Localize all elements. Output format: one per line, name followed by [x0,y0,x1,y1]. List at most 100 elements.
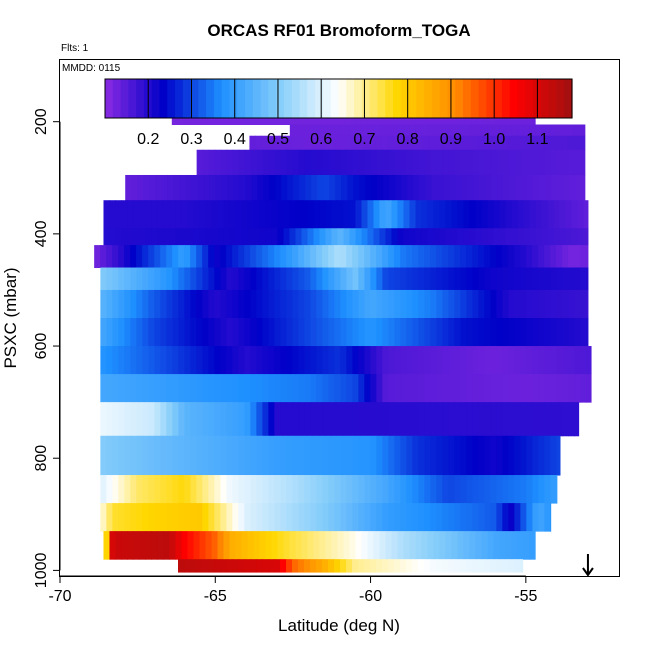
heatmap-cell [253,228,260,246]
heatmap-cell [376,346,383,375]
heatmap-cell [268,318,275,347]
heatmap-cell [568,245,575,269]
heatmap-cell [388,475,395,504]
heatmap-cell [472,318,479,347]
heatmap-cell [370,289,377,319]
heatmap-cell [334,149,342,176]
heatmap-cell [328,289,335,319]
heatmap-cell [406,559,413,573]
heatmap-cell [532,289,539,319]
heatmap-cell [142,435,149,476]
heatmap-cell [328,245,335,269]
heatmap-cell [261,116,269,125]
heatmap-cell [367,200,374,229]
heatmap-cell [340,289,347,319]
heatmap-cell [352,318,359,347]
heatmap-cell [358,267,365,291]
heatmap-cell [315,116,323,125]
heatmap-cell [247,228,254,246]
heatmap-cell [280,318,287,347]
heatmap-cell [292,318,299,347]
heatmap-cell [388,245,395,269]
heatmap-cell [481,124,489,137]
heatmap-cell [484,374,491,403]
heatmap-cell [385,531,392,560]
heatmap-cell [471,135,478,151]
heatmap-cell [292,559,299,573]
heatmap-cell [484,289,491,319]
heatmap-cell [161,174,168,201]
heatmap-cell [313,124,321,137]
heatmap-cell [202,289,209,319]
heatmap-cell [424,346,431,375]
heatmap-cell [139,531,146,560]
heatmap-cell [511,531,518,560]
heatmap-cell [481,228,488,246]
heatmap-cell [454,149,462,176]
heatmap-cell [208,475,215,504]
heatmap-cell [399,116,407,125]
heatmap-cell [187,531,194,560]
heatmap-cell [382,402,389,437]
heatmap-cell [256,149,264,176]
heatmap-cell [337,531,344,560]
heatmap-cell [250,374,257,403]
heatmap-cell [511,228,518,246]
heatmap-cell [465,116,473,125]
heatmap-cell [267,116,275,125]
heatmap-cell [370,503,377,532]
heatmap-cell [297,135,304,151]
heatmap-cell [346,475,353,504]
heatmap-cell [415,531,422,560]
heatmap-cell [459,116,467,125]
heatmap-cell [322,245,329,269]
heatmap-cell [520,475,527,504]
x-axis: -70 -65 -60 -55 [48,575,537,605]
flights-annotation: Flts: 1 [61,43,89,54]
heatmap-cell [581,174,586,201]
heatmap-cell [514,559,521,573]
heatmap-cell [301,124,309,137]
heatmap-cell [154,346,161,375]
heatmap-cell [238,346,245,375]
heatmap-cell [316,475,323,504]
heatmap-cell [339,116,347,125]
heatmap-cell [445,531,452,560]
heatmap-cell [520,318,527,347]
heatmap-cell [190,475,197,504]
heatmap-cell [406,503,413,532]
colorbar-segment [517,79,526,118]
heatmap-cell [580,346,587,375]
heatmap-cell [502,402,509,437]
heatmap-cell [196,245,203,269]
heatmap-cell [220,267,227,291]
colorbar-segment [408,79,417,118]
heatmap-cell [469,228,476,246]
heatmap-cell [251,174,258,201]
heatmap-cell [199,531,206,560]
heatmap-cell [196,435,203,476]
heatmap-cell [358,149,366,176]
heatmap-cell [544,245,551,269]
heatmap-cell [142,318,149,347]
heatmap-cell [133,228,140,246]
heatmap-cell [568,346,575,375]
heatmap-cell [394,475,401,504]
heatmap-cell [579,135,586,151]
heatmap-cell [183,116,191,125]
heatmap-cell [487,200,494,229]
heatmap-cell [226,318,233,347]
heatmap-cell [448,318,455,347]
heatmap-cell [430,149,438,176]
heatmap-cell [268,435,275,476]
heatmap-cell [457,228,464,246]
heatmap-cell [118,435,125,476]
heatmap-cell [471,116,479,125]
heatmap-cell [205,200,212,229]
heatmap-cell [322,318,329,347]
heatmap-cell [250,435,257,476]
heatmap-cell [559,228,566,246]
heatmap-cell [310,559,317,573]
heatmap-cell [286,318,293,347]
heatmap-cell [268,346,275,375]
